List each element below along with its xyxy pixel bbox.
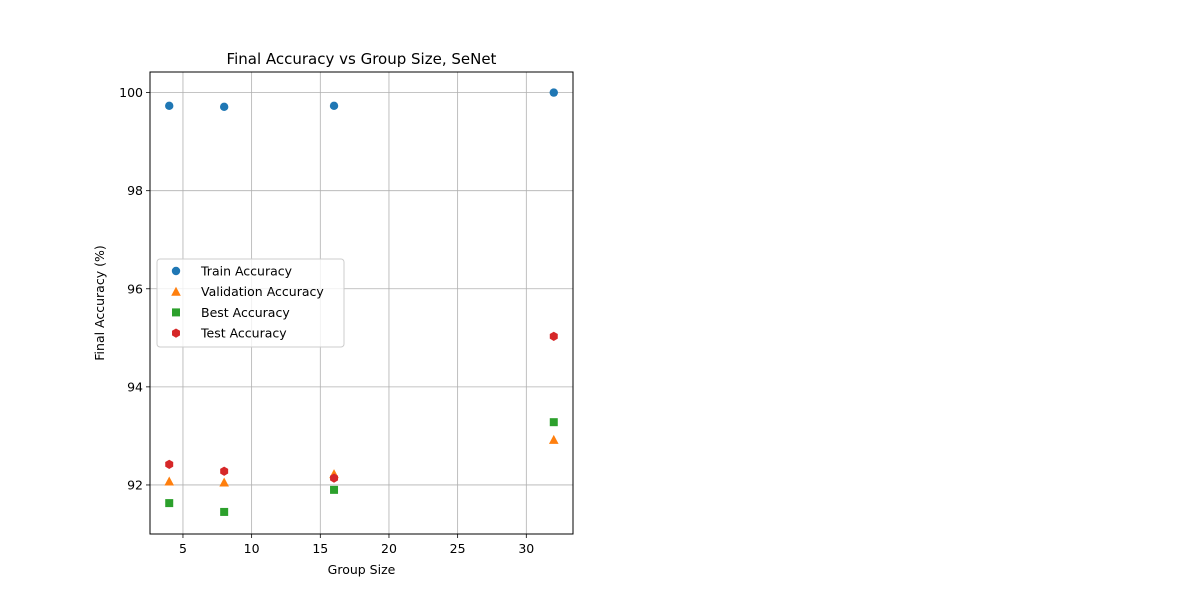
- data-point: [165, 499, 174, 508]
- y-tick-label: 98: [127, 183, 143, 198]
- data-point: [219, 102, 229, 112]
- y-tick-label: 96: [127, 281, 143, 296]
- legend-label: Test Accuracy: [200, 326, 287, 341]
- legend-marker: [171, 266, 181, 276]
- axis-ticks: 5 10 15 20 25 30 92 94 96 98 100: [119, 85, 534, 556]
- legend-item-best-accuracy: Best Accuracy: [172, 305, 290, 320]
- x-axis-title: Group Size: [328, 562, 396, 577]
- legend-label: Train Accuracy: [200, 264, 293, 279]
- data-point: [164, 476, 175, 486]
- legend-marker: [172, 328, 180, 338]
- y-tick-label: 94: [127, 379, 143, 394]
- legend: Train Accuracy Validation Accuracy Best Ac…: [156, 258, 345, 348]
- data-point: [549, 418, 558, 427]
- legend-item-train-accuracy: Train Accuracy: [171, 264, 293, 279]
- chart-title: Final Accuracy vs Group Size, SeNet: [227, 50, 497, 68]
- data-point: [330, 473, 339, 483]
- data-point: [549, 88, 558, 97]
- x-tick-label: 5: [179, 541, 187, 556]
- legend-marker: [172, 308, 180, 317]
- plot-frame: [149, 71, 574, 535]
- data-point: [330, 485, 339, 494]
- data-point: [549, 331, 558, 341]
- legend-item-validation-accuracy: Validation Accuracy: [171, 284, 324, 299]
- x-tick-label: 15: [312, 541, 328, 556]
- x-tick-label: 20: [381, 541, 397, 556]
- y-tick-label: 100: [119, 85, 143, 100]
- data-point: [165, 459, 174, 469]
- series-train-accuracy: [165, 88, 558, 112]
- series-test-accuracy: [165, 331, 558, 483]
- x-tick-label: 25: [450, 541, 466, 556]
- series-best-accuracy: [165, 418, 558, 516]
- legend-label: Best Accuracy: [201, 305, 290, 320]
- data-point: [329, 101, 339, 111]
- y-tick-label: 92: [127, 477, 143, 492]
- data-point: [548, 434, 559, 444]
- data-point: [220, 507, 229, 516]
- data-point: [220, 466, 229, 476]
- data-point: [165, 101, 174, 111]
- y-axis-title: Final Accuracy (%): [92, 245, 107, 360]
- legend-label: Validation Accuracy: [201, 284, 324, 299]
- legend-item-test-accuracy: Test Accuracy: [172, 326, 287, 341]
- x-tick-label: 30: [518, 541, 534, 556]
- data-points: [164, 88, 559, 516]
- legend-marker: [171, 286, 181, 296]
- x-tick-label: 10: [244, 541, 260, 556]
- data-point: [219, 477, 229, 487]
- legend-box: [156, 258, 345, 348]
